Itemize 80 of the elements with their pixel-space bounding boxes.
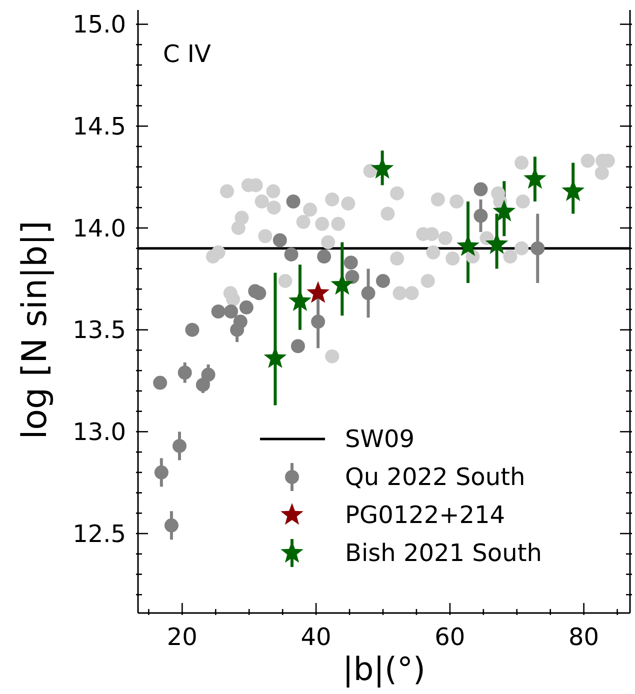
point <box>446 252 460 266</box>
point <box>514 241 529 256</box>
point <box>224 304 238 318</box>
point <box>376 274 390 288</box>
point <box>420 274 435 288</box>
point <box>211 245 226 260</box>
point <box>311 314 326 329</box>
x-tick-label: 40 <box>300 623 332 651</box>
point <box>303 202 318 217</box>
y-tick-label: 15.0 <box>72 10 126 39</box>
annotation: C IV <box>163 40 211 68</box>
point <box>341 196 356 211</box>
point <box>185 322 200 337</box>
x-axis-title: |b|(°) <box>342 650 426 688</box>
point <box>211 304 226 318</box>
x-tick-label: 80 <box>568 623 600 651</box>
point <box>266 200 281 215</box>
point <box>290 339 305 354</box>
point <box>474 208 488 223</box>
point <box>516 194 530 208</box>
point <box>325 192 340 206</box>
legend-label: Bish 2021 South <box>345 539 542 567</box>
legend-label: Qu 2022 South <box>345 463 526 491</box>
point <box>450 194 464 208</box>
point <box>258 229 272 244</box>
point <box>380 206 395 221</box>
point <box>239 300 254 314</box>
point <box>254 194 269 208</box>
point <box>278 274 292 288</box>
point <box>296 214 310 229</box>
point <box>201 368 216 382</box>
point <box>325 349 340 364</box>
y-tick-label: 13.0 <box>72 418 126 446</box>
y-tick-label: 13.5 <box>72 316 126 344</box>
point <box>266 184 280 198</box>
y-tick-label: 12.5 <box>72 520 126 548</box>
x-tick-label: 60 <box>434 623 466 651</box>
point <box>404 286 419 300</box>
point <box>361 286 376 300</box>
point <box>594 166 609 180</box>
point <box>392 286 407 300</box>
point <box>344 256 358 270</box>
point <box>220 184 234 198</box>
point <box>317 249 332 264</box>
x-tick-label: 20 <box>166 623 198 651</box>
point <box>580 154 595 168</box>
y-tick-label: 14.5 <box>72 112 126 141</box>
point <box>315 216 330 231</box>
point <box>430 192 445 206</box>
point <box>233 314 248 329</box>
point <box>178 366 192 380</box>
point <box>438 231 452 246</box>
point <box>164 518 178 532</box>
point <box>390 252 404 266</box>
point <box>231 220 246 235</box>
point <box>331 216 346 231</box>
point <box>272 233 287 248</box>
legend-label: SW09 <box>345 425 415 453</box>
legend-label: PG0122+214 <box>345 501 506 529</box>
y-axis-title: log [N sin|b|] <box>15 220 55 440</box>
point <box>196 378 210 392</box>
point <box>492 200 516 222</box>
point <box>426 245 440 260</box>
point <box>514 156 529 170</box>
point <box>284 247 298 262</box>
point <box>390 186 404 200</box>
point <box>503 249 518 264</box>
point <box>286 194 300 208</box>
point <box>345 270 360 284</box>
point <box>252 286 266 300</box>
point <box>226 292 240 306</box>
point <box>363 164 378 178</box>
point <box>172 438 186 453</box>
y-tick-label: 14.0 <box>72 214 126 242</box>
point <box>530 241 545 256</box>
point <box>153 376 168 390</box>
point <box>474 182 488 196</box>
point <box>306 281 330 303</box>
point <box>321 235 336 250</box>
point <box>154 465 168 480</box>
